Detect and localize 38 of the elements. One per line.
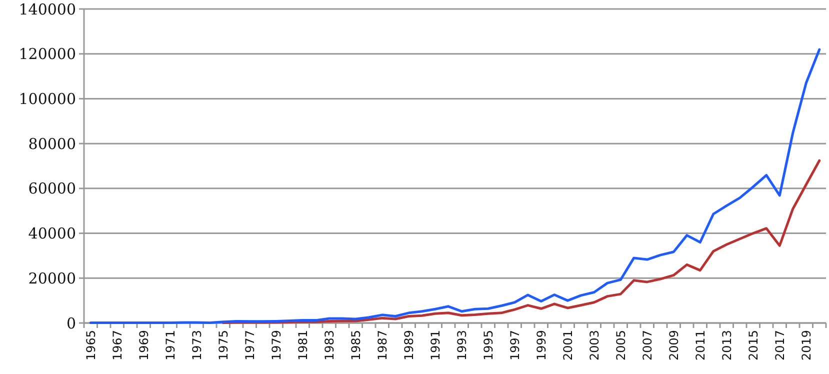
x-tick-label: 1965 (84, 330, 98, 361)
x-tick-label: 2001 (560, 330, 575, 361)
line-series (89, 48, 821, 324)
x-tick-label: 1999 (534, 330, 548, 361)
x-tick-label: 1973 (190, 330, 204, 361)
y-tick-label: 100000 (18, 90, 76, 108)
x-tick-label: 1991 (428, 330, 442, 361)
y-tick-label: 60000 (28, 180, 76, 198)
y-tick-label: 80000 (28, 134, 76, 153)
y-tick-label: 120000 (18, 45, 76, 64)
x-tick-label: 1967 (110, 330, 124, 361)
x-tick-label: 1995 (481, 330, 496, 361)
x-tick-label: 2009 (666, 330, 681, 361)
x-tick-label: 2017 (772, 330, 787, 361)
x-tick-label: 1983 (322, 330, 336, 361)
x-tick-label: 1997 (508, 330, 522, 361)
y-tick-label: 40000 (28, 224, 76, 243)
x-tick-label: 2011 (693, 330, 708, 361)
x-tick-label: 1981 (296, 330, 310, 361)
x-tick-label: 2005 (614, 330, 628, 361)
x-tick-label: 1969 (136, 330, 151, 361)
x-tick-label: 1979 (269, 330, 284, 361)
x-tick-label: 2003 (587, 330, 602, 361)
x-tick-label: 2013 (720, 330, 734, 361)
x-tick-label: 2015 (746, 330, 760, 361)
x-tick-label: 1993 (454, 330, 469, 361)
line-series (222, 159, 821, 324)
x-tick-label: 1977 (242, 330, 257, 361)
y-tick-label: 140000 (18, 0, 76, 18)
y-tick-label: 20000 (28, 269, 76, 288)
x-tick-label: 1975 (216, 330, 230, 361)
x-tick-label: 1987 (375, 330, 390, 361)
x-tick-label: 1989 (402, 330, 416, 361)
x-tick-label: 2019 (799, 330, 814, 361)
x-tick-label: 1971 (163, 330, 178, 361)
x-tick-label: 2007 (640, 330, 654, 361)
x-tick-label: 1985 (348, 330, 363, 361)
y-tick-label: 0 (66, 314, 76, 332)
